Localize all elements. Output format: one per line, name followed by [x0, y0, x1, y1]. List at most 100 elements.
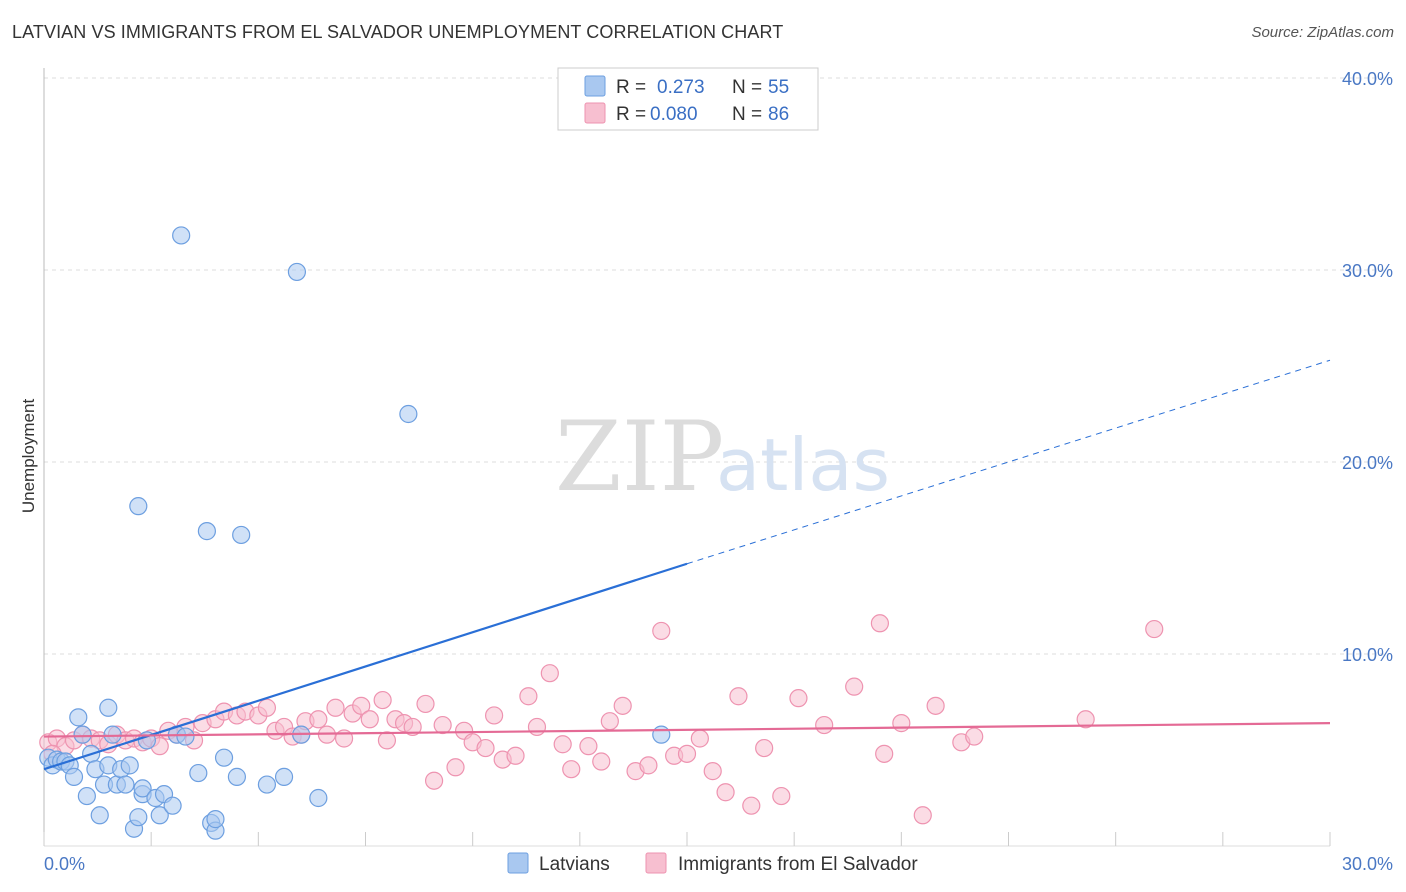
- salvador-point-48: [476, 738, 495, 758]
- salvador-point-43: [424, 771, 444, 790]
- latvian-point-35: [197, 522, 216, 541]
- salvador-point-41: [403, 717, 422, 737]
- salvador-point-73: [789, 689, 808, 708]
- salvador-point-57: [579, 737, 598, 756]
- latvian-point-23: [129, 497, 148, 516]
- x-tick-label-max: 30.0%: [1342, 854, 1393, 874]
- salvador-point-67: [703, 762, 722, 781]
- latvian-point-7: [69, 708, 88, 727]
- latvian-point-44: [287, 262, 307, 282]
- correlation-legend: R = 0.273 N = 55 R = 0.080 N = 86: [557, 67, 819, 131]
- latvian-point-19: [116, 775, 135, 794]
- salvador-point-70: [742, 796, 761, 815]
- salvador-point-49: [485, 706, 504, 725]
- salvador-point-78: [892, 714, 911, 733]
- trend-lines: [43, 359, 1331, 771]
- series-legend: Latvians Immigrants from El Salvador: [507, 852, 918, 875]
- legend-swatch-salvador: [584, 102, 606, 124]
- latvian-point-46: [309, 788, 328, 808]
- latvian-trend-extension: [686, 359, 1331, 565]
- gridlines: [44, 77, 1390, 655]
- salvador-point-84: [1145, 619, 1164, 639]
- salvador-point-44: [433, 715, 452, 735]
- series-salvador-points: [39, 614, 1164, 825]
- latvian-point-41: [232, 525, 251, 545]
- legend-r-value-latvian: 0.273: [657, 77, 705, 98]
- latvian-point-40: [227, 767, 246, 786]
- salvador-point-51: [506, 746, 525, 765]
- latvian-point-22: [129, 808, 148, 827]
- salvador-point-30: [309, 710, 328, 729]
- salvador-point-65: [677, 744, 697, 763]
- salvador-point-76: [870, 614, 890, 633]
- salvador-point-42: [416, 694, 435, 714]
- y-axis-label: Unemployment: [19, 399, 38, 514]
- legend-swatch-latvian: [584, 75, 606, 97]
- legend-r-value-salvador: 0.080: [650, 104, 698, 125]
- latvian-point-48: [652, 725, 671, 744]
- latvian-point-8: [73, 725, 92, 744]
- salvador-point-55: [553, 735, 572, 754]
- latvian-point-20: [120, 756, 139, 775]
- salvador-point-54: [540, 664, 559, 683]
- bottom-legend-swatch-latvian: [507, 852, 529, 874]
- salvador-point-79: [913, 806, 932, 825]
- y-tick-label-2: 30.0%: [1342, 261, 1393, 281]
- salvador-point-75: [845, 677, 864, 696]
- salvador-point-60: [613, 696, 632, 715]
- salvador-point-82: [965, 727, 984, 746]
- latvian-point-28: [150, 806, 169, 825]
- salvador-point-58: [592, 752, 611, 771]
- latvian-point-33: [176, 727, 195, 746]
- latvian-point-31: [172, 226, 191, 245]
- salvador-trend-line: [43, 722, 1331, 738]
- source-label: Source: ZipAtlas.com: [1251, 24, 1394, 41]
- legend-n-value-latvian: 55: [768, 77, 789, 98]
- legend-r-label-latvian: R =: [616, 77, 646, 98]
- legend-n-label-salvador: N =: [732, 104, 762, 125]
- latvian-point-42: [257, 775, 277, 794]
- latvian-point-15: [99, 698, 118, 717]
- salvador-point-68: [716, 783, 735, 802]
- latvian-point-6: [64, 767, 84, 786]
- x-tick-label-min: 0.0%: [44, 854, 85, 874]
- y-tick-label-0: 10.0%: [1342, 645, 1393, 665]
- salvador-point-36: [360, 710, 379, 729]
- chart-title: LATVIAN VS IMMIGRANTS FROM EL SALVADOR U…: [12, 22, 784, 42]
- latvian-point-12: [90, 806, 109, 825]
- watermark-atlas: atlas: [716, 423, 890, 507]
- watermark-zip: ZIP: [555, 401, 724, 513]
- latvian-point-39: [214, 748, 234, 767]
- salvador-point-24: [257, 698, 277, 717]
- salvador-point-80: [926, 696, 945, 715]
- latvian-point-30: [163, 796, 182, 815]
- salvador-point-32: [326, 698, 345, 717]
- latvian-point-38: [206, 810, 225, 829]
- salvador-point-53: [527, 717, 547, 737]
- salvador-point-56: [562, 760, 581, 779]
- latvian-point-43: [274, 767, 294, 786]
- salvador-point-71: [755, 738, 774, 758]
- bottom-legend-label-salvador: Immigrants from El Salvador: [678, 854, 918, 875]
- latvian-point-34: [189, 763, 208, 783]
- salvador-point-83: [1076, 710, 1095, 729]
- series-latvian-points: [39, 226, 671, 840]
- salvador-point-38: [377, 731, 397, 750]
- legend-n-value-salvador: 86: [768, 104, 789, 125]
- x-axis-ticks: [43, 832, 1331, 846]
- bottom-legend-label-latvian: Latvians: [539, 854, 610, 875]
- salvador-point-37: [373, 690, 392, 710]
- bottom-legend-swatch-salvador: [645, 852, 667, 874]
- salvador-point-69: [729, 687, 748, 706]
- latvian-point-25: [133, 779, 152, 798]
- latvian-point-47: [399, 404, 418, 424]
- latvian-point-9: [77, 786, 96, 806]
- legend-n-label-latvian: N =: [732, 77, 762, 98]
- y-tick-labels: 10.0% 20.0% 30.0% 40.0%: [1342, 69, 1393, 665]
- salvador-point-77: [875, 744, 894, 763]
- y-tick-label-3: 40.0%: [1342, 69, 1393, 89]
- latvian-point-16: [103, 725, 122, 744]
- salvador-point-72: [772, 786, 791, 806]
- salvador-point-63: [652, 621, 671, 641]
